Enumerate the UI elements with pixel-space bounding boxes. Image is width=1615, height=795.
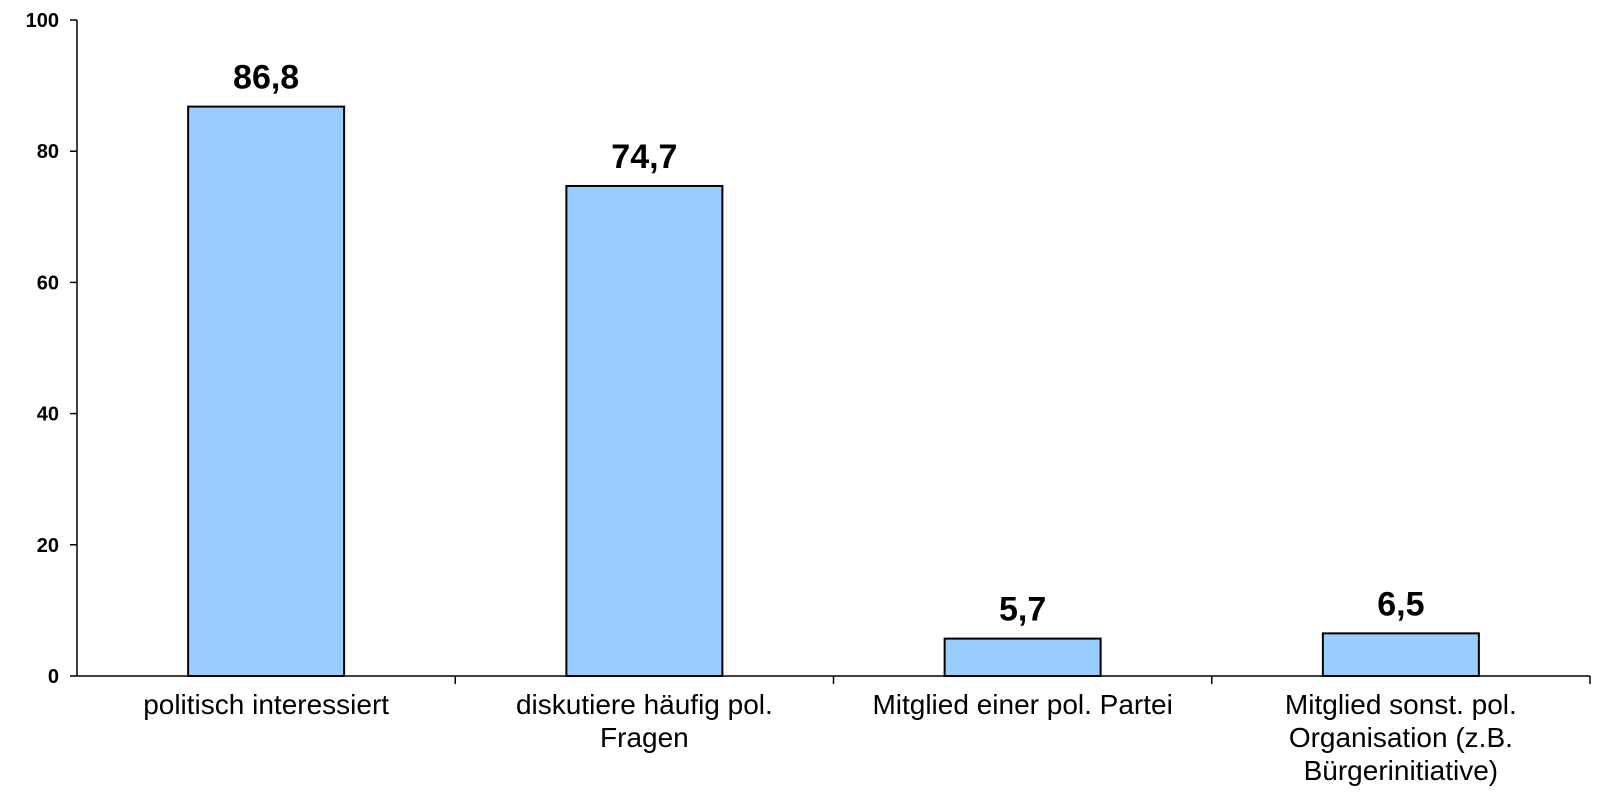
- y-tick-label: 0: [48, 666, 59, 688]
- bar: [943, 637, 1102, 677]
- data-label: 86,8: [233, 59, 299, 97]
- y-tick-label: 80: [37, 141, 59, 163]
- data-label: 6,5: [1377, 585, 1424, 623]
- x-category-label: Mitglied einer pol. Partei: [872, 689, 1172, 720]
- data-label: 5,7: [999, 591, 1046, 629]
- y-tick-label: 20: [37, 535, 59, 557]
- bar: [187, 105, 346, 678]
- x-category-label: politisch interessiert: [143, 689, 389, 720]
- y-tick-label: 60: [37, 272, 59, 294]
- bars: [187, 105, 1480, 678]
- x-category-label: Organisation (z.B.: [1289, 722, 1513, 753]
- x-category-label: Bürgerinitiative): [1304, 755, 1499, 786]
- labels: 86,8 politisch interessiert 74,7 diskutiere…: [143, 59, 1517, 786]
- x-category-label: diskutiere häufig pol.: [516, 689, 773, 720]
- bar: [565, 184, 724, 678]
- data-label: 74,7: [611, 138, 677, 176]
- y-tick-label: 100: [26, 10, 59, 32]
- x-category-label: Mitglied sonst. pol.: [1285, 689, 1517, 720]
- x-category-label: Fragen: [600, 722, 689, 753]
- y-tick-label: 40: [37, 404, 59, 426]
- bar: [1321, 632, 1480, 677]
